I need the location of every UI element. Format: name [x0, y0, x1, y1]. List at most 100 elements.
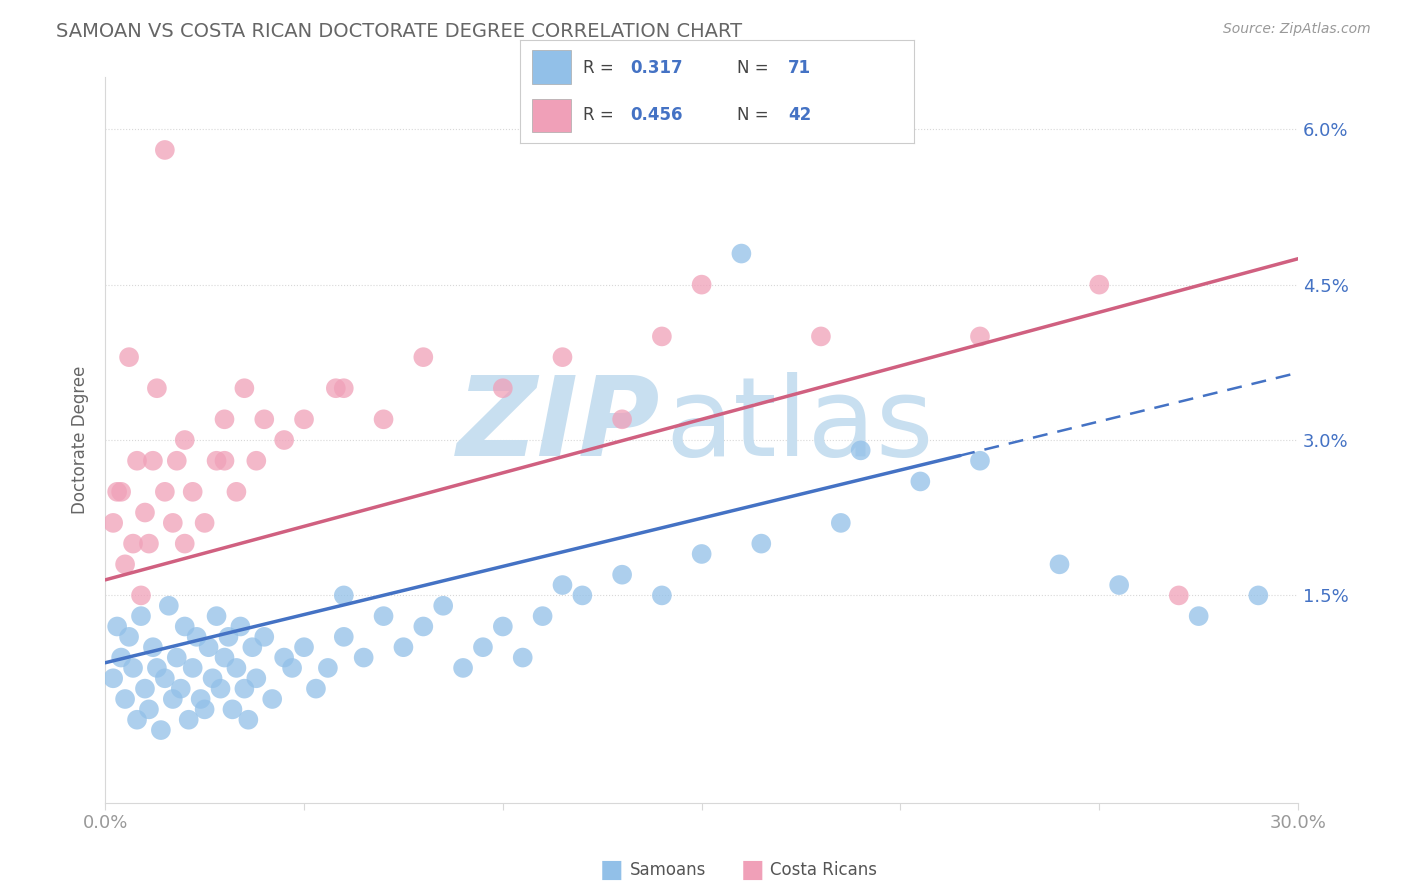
Point — [1188, 609, 1211, 624]
Point — [233, 381, 256, 395]
Text: Source: ZipAtlas.com: Source: ZipAtlas.com — [1223, 22, 1371, 37]
Point — [373, 412, 395, 426]
Point — [170, 681, 193, 696]
Point — [105, 484, 128, 499]
Point — [118, 630, 141, 644]
Point — [105, 619, 128, 633]
Text: 71: 71 — [787, 59, 811, 77]
Point — [749, 536, 772, 550]
Point — [153, 671, 176, 685]
Point — [218, 630, 240, 644]
Point — [194, 516, 217, 530]
Point — [118, 350, 141, 364]
Point — [162, 516, 184, 530]
Point — [134, 506, 156, 520]
Point — [114, 692, 136, 706]
Point — [281, 661, 304, 675]
Point — [245, 454, 267, 468]
Point — [551, 350, 574, 364]
Text: 0.317: 0.317 — [630, 59, 683, 77]
Point — [157, 599, 180, 613]
Point — [233, 681, 256, 696]
Point — [690, 277, 713, 292]
Text: ■: ■ — [600, 858, 623, 881]
Point — [273, 650, 295, 665]
Point — [214, 454, 236, 468]
Point — [451, 661, 474, 675]
Point — [181, 661, 204, 675]
Point — [142, 640, 165, 655]
Point — [110, 650, 132, 665]
Point — [1088, 277, 1111, 292]
Point — [162, 692, 184, 706]
Point — [190, 692, 212, 706]
Point — [186, 630, 208, 644]
Text: SAMOAN VS COSTA RICAN DOCTORATE DEGREE CORRELATION CHART: SAMOAN VS COSTA RICAN DOCTORATE DEGREE C… — [56, 22, 742, 41]
Point — [273, 433, 295, 447]
Text: atlas: atlas — [666, 372, 935, 479]
FancyBboxPatch shape — [531, 50, 571, 84]
Point — [531, 609, 554, 624]
Point — [122, 661, 145, 675]
Text: 42: 42 — [787, 106, 811, 124]
Point — [142, 454, 165, 468]
Point — [166, 454, 188, 468]
Point — [245, 671, 267, 685]
Point — [101, 516, 124, 530]
Point — [205, 454, 228, 468]
FancyBboxPatch shape — [531, 99, 571, 132]
Point — [166, 650, 188, 665]
Point — [353, 650, 375, 665]
Point — [412, 350, 434, 364]
Point — [201, 671, 224, 685]
Point — [392, 640, 415, 655]
Point — [221, 702, 243, 716]
Point — [240, 640, 263, 655]
Point — [1247, 588, 1270, 602]
Point — [651, 588, 673, 602]
Point — [571, 588, 593, 602]
Point — [316, 661, 339, 675]
Point — [125, 454, 148, 468]
Point — [110, 484, 132, 499]
Point — [205, 609, 228, 624]
Point — [810, 329, 832, 343]
Point — [333, 630, 356, 644]
Text: ■: ■ — [741, 858, 763, 881]
Point — [114, 558, 136, 572]
Text: R =: R = — [583, 106, 619, 124]
Point — [153, 484, 176, 499]
Text: 0.456: 0.456 — [630, 106, 683, 124]
Point — [177, 713, 200, 727]
Point — [214, 412, 236, 426]
Text: ZIP: ZIP — [457, 372, 659, 479]
Point — [471, 640, 494, 655]
Point — [225, 661, 247, 675]
Point — [253, 412, 276, 426]
Point — [146, 661, 169, 675]
Point — [610, 567, 633, 582]
Point — [129, 588, 152, 602]
Point — [305, 681, 328, 696]
Point — [225, 484, 247, 499]
Point — [849, 443, 872, 458]
Point — [138, 536, 160, 550]
Point — [153, 143, 176, 157]
Point — [910, 475, 932, 489]
Point — [134, 681, 156, 696]
Text: Costa Ricans: Costa Ricans — [770, 861, 877, 879]
Point — [333, 381, 356, 395]
Point — [730, 246, 752, 260]
Point — [969, 454, 991, 468]
Point — [292, 640, 315, 655]
Point — [138, 702, 160, 716]
Point — [194, 702, 217, 716]
Point — [830, 516, 852, 530]
Point — [173, 433, 195, 447]
Point — [173, 619, 195, 633]
Point — [262, 692, 284, 706]
Point — [432, 599, 454, 613]
Point — [149, 723, 172, 737]
Point — [146, 381, 169, 395]
Point — [373, 609, 395, 624]
